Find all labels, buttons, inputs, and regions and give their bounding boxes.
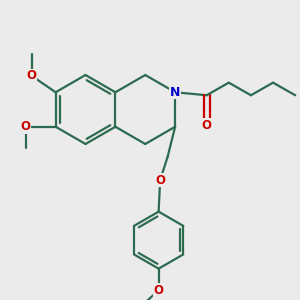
Text: O: O [202, 119, 212, 132]
Text: O: O [154, 284, 164, 297]
Text: O: O [21, 120, 31, 133]
Text: O: O [27, 69, 37, 82]
Text: O: O [155, 174, 165, 187]
Text: N: N [170, 86, 180, 99]
